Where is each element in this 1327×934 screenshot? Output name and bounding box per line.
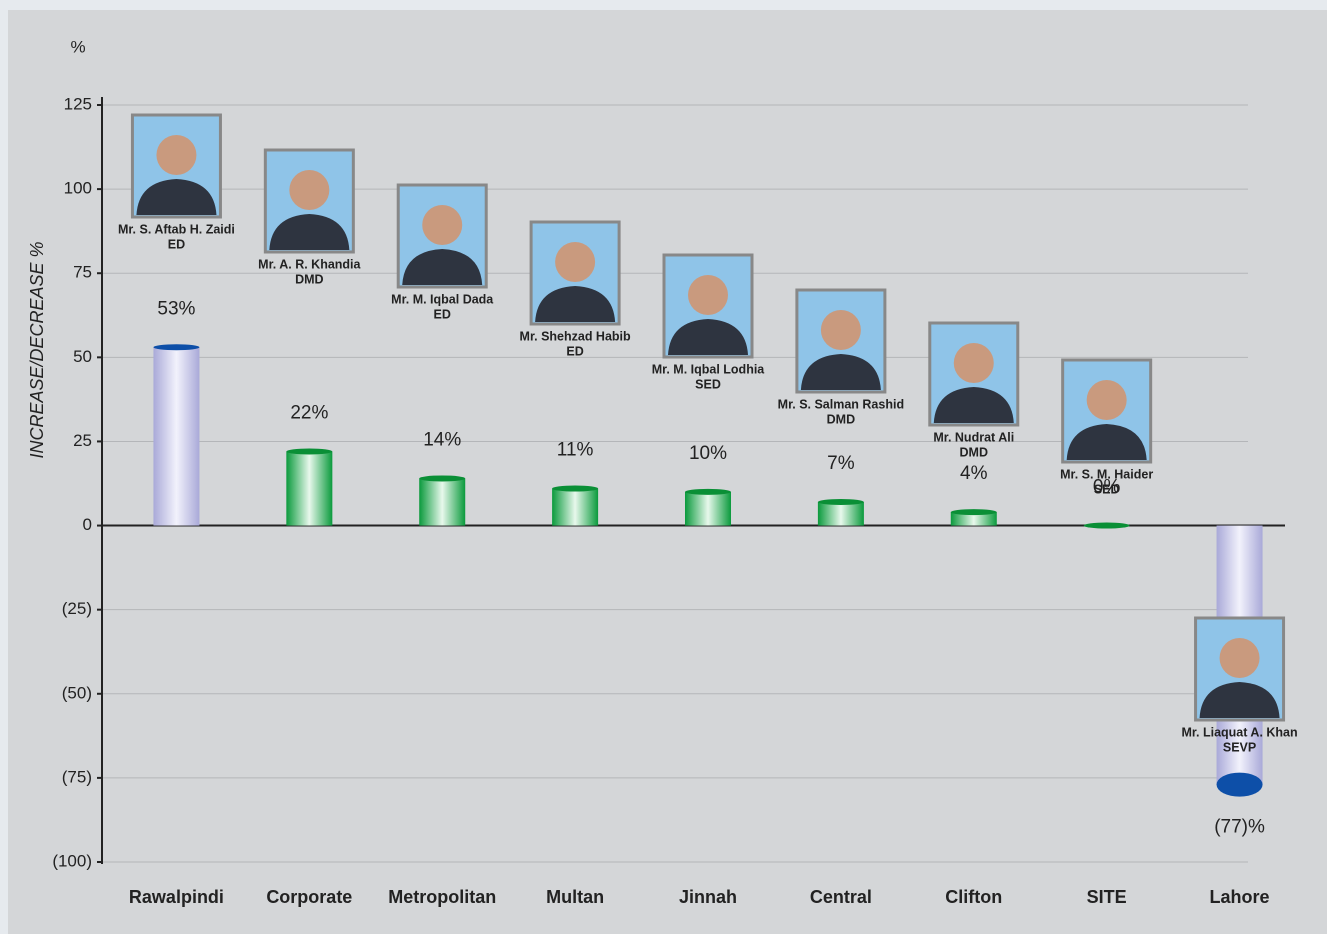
value-label: 11% [557,440,594,461]
value-label: 14% [423,429,461,450]
photo-body [136,179,217,215]
person-designation: SED [695,377,721,391]
person-designation: DMD [295,272,323,286]
photo-body [1199,682,1280,718]
bar [552,488,599,526]
person-designation: DMD [960,445,988,459]
bar [419,478,466,526]
y-tick-label: 50 [73,347,92,366]
y-unit: % [70,37,85,56]
value-label: 22% [290,403,328,424]
x-tick-label: Metropolitan [388,887,496,907]
person-name: Mr. Nudrat Ali [933,430,1014,444]
bar-cap [1216,772,1263,797]
person-name: Mr. A. R. Khandia [258,257,361,271]
value-label: 10% [689,443,727,464]
photo-body [269,214,350,250]
bar [286,451,333,526]
person-designation: SEVP [1223,740,1256,754]
x-tick-label: Jinnah [679,887,737,907]
bar-cap [817,499,864,506]
photo-body [1066,424,1147,460]
person-designation: SED [1094,482,1120,496]
bar [685,491,731,526]
bar-cap [286,448,333,455]
x-tick-label: Lahore [1210,887,1270,907]
x-tick-label: Clifton [945,887,1002,907]
bar-cap [153,344,200,351]
bar-cap [552,485,599,492]
bar [950,512,997,526]
bar [153,347,200,526]
bar-cap [950,509,997,516]
value-label: 53% [157,298,195,319]
person-name: Mr. Shehzad Habib [520,329,631,343]
photo-head [156,135,197,175]
y-tick-label: 0 [83,515,92,534]
photo-body [668,319,748,355]
photo-body [800,354,881,390]
photo-head [1086,380,1127,420]
bar-cap [685,488,731,495]
y-tick-label: (25) [62,599,92,618]
y-tick-label: 25 [73,431,92,450]
photo-body [402,249,483,285]
y-tick-label: (75) [62,767,92,786]
photo-head [555,242,596,282]
photo-head [422,205,463,245]
x-tick-label: Corporate [266,887,352,907]
person-designation: DMD [827,412,855,426]
person-designation: ED [566,344,583,358]
person-name: Mr. S. Aftab H. Zaidi [118,222,235,236]
bar [817,502,864,526]
bar-cap [419,475,466,482]
y-axis-label: INCREASE/DECREASE % [27,241,47,458]
photo-head [820,310,861,350]
photo-body [535,286,616,322]
photo-head [289,170,330,210]
plot-background [8,10,1327,934]
person-name: Mr. M. Iqbal Lodhia [652,362,766,376]
person-name: Mr. S. Salman Rashid [778,397,904,411]
value-label: 4% [960,463,988,484]
y-tick-label: (100) [52,851,92,870]
bar-cap [1083,522,1130,529]
photo-head [688,275,728,315]
person-name: Mr. S. M. Haider [1060,467,1153,481]
person-designation: ED [434,307,451,321]
y-tick-label: 100 [64,179,92,198]
y-tick-label: 75 [73,263,92,282]
y-tick-label: (50) [62,683,92,702]
x-tick-label: Multan [546,887,604,907]
y-tick-label: 125 [64,94,92,113]
x-tick-label: Rawalpindi [129,887,224,907]
value-label: 7% [827,453,855,474]
person-name: Mr. Liaquat A. Khan [1181,725,1297,739]
value-label: (77)% [1214,817,1265,838]
person-designation: ED [168,237,185,251]
person-name: Mr. M. Iqbal Dada [391,292,494,306]
photo-head [953,343,994,383]
x-tick-label: Central [810,887,872,907]
value-label: 0% [1093,477,1121,498]
photo-head [1219,638,1260,678]
photo-body [933,387,1014,423]
x-tick-label: SITE [1087,887,1127,907]
